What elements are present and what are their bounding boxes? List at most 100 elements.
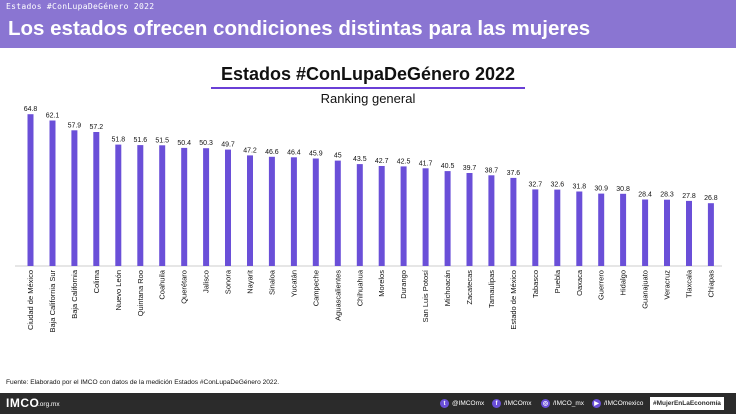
bar [247, 155, 253, 266]
category-label: Ciudad de México [26, 270, 35, 330]
category-label: Tabasco [531, 270, 540, 298]
category-label: Querétaro [180, 270, 189, 304]
data-label: 40.5 [441, 163, 455, 170]
social-instagram[interactable]: ◎ /IMCO_mx [541, 398, 584, 409]
data-label: 28.4 [638, 192, 652, 199]
social-facebook[interactable]: f /IMCOmx [492, 398, 531, 409]
category-label: Campeche [311, 270, 320, 306]
bar [444, 171, 451, 266]
data-label: 30.8 [616, 186, 630, 193]
bar [290, 157, 297, 266]
data-label: 42.7 [375, 158, 389, 165]
category-label: Chiapas [706, 270, 715, 298]
bar [620, 193, 627, 266]
social-handle: /IMCO_mx [553, 400, 585, 407]
category-label: Veracruz [663, 270, 672, 300]
category-label: Guanajuato [641, 270, 650, 309]
bar [510, 177, 517, 266]
category-label: Yucatán [289, 270, 298, 297]
data-label: 57.9 [68, 122, 82, 129]
bar [488, 175, 495, 266]
bar [686, 200, 692, 266]
imco-logo[interactable]: IMCO [6, 396, 40, 410]
header-tag: Estados #ConLupaDeGénero 2022 [6, 2, 155, 11]
data-label: 46.6 [265, 149, 279, 156]
data-label: 41.7 [419, 160, 433, 167]
category-label: Baja California Sur [48, 269, 57, 332]
bar [422, 168, 429, 266]
social-handle: @IMCOmx [452, 400, 485, 407]
category-label: Jalisco [202, 270, 211, 293]
category-label: Puebla [553, 269, 562, 293]
bar [203, 148, 210, 266]
bar [225, 149, 231, 266]
bar [532, 189, 539, 266]
data-label: 45 [334, 153, 342, 160]
twitter-icon: t [440, 399, 449, 408]
bar [400, 166, 407, 266]
data-label: 57.2 [89, 124, 103, 131]
category-label: Sinaloa [267, 269, 276, 295]
chart-subtitle: Ranking general [320, 91, 416, 106]
source-note: Fuente: Elaborado por el IMCO con datos … [6, 379, 280, 386]
data-label: 46.4 [287, 149, 301, 156]
data-label: 64.8 [24, 106, 38, 113]
category-label: Tlaxcala [685, 269, 694, 298]
bar [159, 145, 166, 266]
data-label: 28.3 [660, 192, 674, 199]
bar [27, 114, 34, 266]
category-label: Nayarit [246, 269, 255, 294]
data-label: 26.8 [704, 195, 718, 202]
data-label: 45.9 [309, 151, 323, 158]
data-label: 32.7 [528, 181, 542, 188]
youtube-icon: ▶ [592, 399, 601, 408]
hashtag-badge[interactable]: #MujerEnLaEconomía [650, 397, 724, 410]
footer-bar: IMCO .org.mx t @IMCOmx f /IMCOmx ◎ /IMCO… [0, 393, 736, 414]
category-label: Nuevo León [114, 270, 123, 310]
data-label: 51.5 [155, 137, 169, 144]
data-label: 50.4 [177, 140, 191, 147]
bar [137, 145, 144, 266]
bar [707, 203, 714, 266]
category-label: Colima [92, 269, 101, 293]
data-label: 49.7 [221, 142, 235, 149]
social-twitter[interactable]: t @IMCOmx [440, 398, 484, 409]
social-handle: /IMCOmexico [604, 400, 644, 407]
bar [664, 199, 670, 266]
bar [642, 199, 649, 266]
instagram-icon: ◎ [541, 399, 550, 408]
data-label: 51.8 [111, 137, 125, 144]
bar [598, 193, 605, 266]
bar [466, 173, 473, 266]
logo-domain: .org.mx [38, 401, 60, 408]
bar [115, 144, 122, 266]
bar [554, 189, 561, 266]
data-label: 50.3 [199, 140, 213, 147]
header-band: Estados #ConLupaDeGénero 2022 Los estado… [0, 0, 736, 48]
bar [181, 147, 188, 266]
data-label: 31.8 [572, 184, 586, 191]
category-label: Estado de México [509, 270, 518, 330]
bar [356, 164, 363, 266]
category-label: Baja California [70, 269, 79, 319]
category-label: Coahuila [158, 269, 167, 299]
category-label: Sonora [224, 269, 233, 294]
category-label: Morelos [377, 270, 386, 297]
category-label: Oaxaca [575, 269, 584, 296]
category-label: Chihuahua [355, 269, 364, 306]
bar [312, 158, 319, 266]
category-label: San Luis Potosí [421, 269, 430, 322]
bar-chart: 64.8 Ciudad de México 62.1 Baja California … [15, 106, 722, 333]
social-handle: /IMCOmx [504, 400, 532, 407]
social-youtube[interactable]: ▶ /IMCOmexico [592, 398, 643, 409]
category-label: Durango [399, 270, 408, 299]
bar [71, 130, 78, 266]
data-label: 32.6 [550, 182, 564, 189]
category-label: Hidalgo [619, 270, 628, 295]
category-label: Aguascalientes [333, 270, 342, 321]
data-label: 51.6 [133, 137, 147, 144]
data-label: 42.5 [397, 158, 411, 165]
bar [49, 120, 56, 266]
title-underline [211, 87, 525, 89]
category-label: Zacatecas [465, 270, 474, 305]
